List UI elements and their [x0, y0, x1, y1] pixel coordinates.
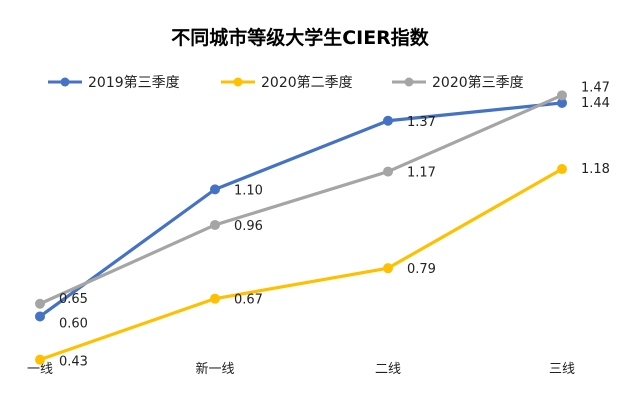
- data-point: [383, 263, 393, 274]
- x-axis: 一线 新一线 二线 三线: [27, 361, 575, 377]
- data-label: 0.79: [407, 262, 436, 277]
- data-label: 1.17: [407, 166, 436, 181]
- data-label: 1.44: [581, 96, 610, 111]
- data-label: 1.10: [234, 183, 263, 198]
- data-label: 0.43: [59, 355, 88, 370]
- data-point: [35, 354, 45, 365]
- legend-marker-2: [233, 77, 243, 87]
- data-point: [210, 184, 220, 195]
- legend-marker-1: [60, 77, 70, 87]
- x-tick-label: 新一线: [195, 361, 234, 377]
- data-label: 0.65: [59, 292, 88, 307]
- series-line-3: [39, 93, 563, 306]
- series-line-2: [39, 167, 563, 362]
- legend-marker-3: [404, 77, 414, 87]
- data-point: [210, 219, 220, 230]
- data-point: [210, 293, 220, 304]
- legend-label-2: 2020第二季度: [261, 74, 353, 91]
- legend: 2019第三季度 2020第二季度 2020第三季度: [48, 74, 524, 91]
- data-label: 0.60: [59, 316, 88, 331]
- data-point: [383, 166, 393, 177]
- data-label: 0.67: [234, 293, 263, 308]
- data-labels: 0.60 1.10 1.37 1.44 0.43 0.67 0.79 1.18 0.65 0.96…: [59, 80, 610, 369]
- chart-title: 不同城市等级大学生CIER指数: [171, 26, 430, 49]
- data-point: [557, 164, 567, 175]
- legend-label-1: 2019第三季度: [88, 74, 180, 91]
- x-tick-label: 一线: [27, 362, 53, 377]
- series-lines: [39, 93, 563, 362]
- data-point: [557, 90, 567, 101]
- data-label: 1.18: [581, 162, 610, 177]
- data-point: [35, 311, 45, 322]
- data-label: 0.96: [234, 219, 263, 234]
- data-label: 1.37: [407, 115, 436, 130]
- series-points: [35, 90, 567, 365]
- series-line-1: [39, 101, 563, 318]
- data-point: [383, 115, 393, 126]
- x-tick-label: 二线: [375, 362, 401, 377]
- data-point: [557, 97, 567, 108]
- x-tick-label: 三线: [549, 362, 575, 377]
- data-point: [35, 298, 45, 309]
- data-label: 1.47: [581, 80, 610, 95]
- legend-label-3: 2020第三季度: [432, 74, 524, 91]
